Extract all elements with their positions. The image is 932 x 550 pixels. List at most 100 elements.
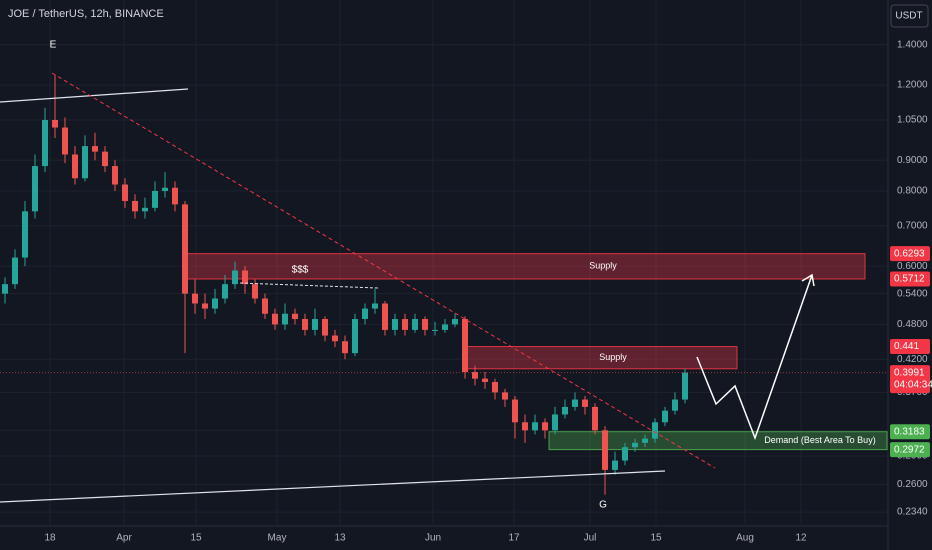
candle-body xyxy=(682,372,688,400)
candle-body xyxy=(462,319,468,373)
candle-body xyxy=(552,414,558,431)
y-tick-label: 0.4800 xyxy=(897,319,928,330)
zone-label: Demand (Best Area To Buy) xyxy=(764,435,875,445)
chart-title: JOE / TetherUS, 12h, BINANCE xyxy=(8,8,164,20)
candle-body xyxy=(82,146,88,179)
candle-body xyxy=(662,410,668,423)
candle-body xyxy=(202,303,208,309)
candle-body xyxy=(582,399,588,407)
trend-line xyxy=(0,470,666,503)
candle-body xyxy=(562,406,568,415)
candle-body xyxy=(292,313,298,320)
candle-body xyxy=(172,187,178,205)
candle-body xyxy=(312,319,318,330)
candle-body xyxy=(502,392,508,400)
y-tick-label: 0.6000 xyxy=(897,261,928,272)
candle-body xyxy=(442,324,448,330)
candle-body xyxy=(212,298,218,309)
candle-body xyxy=(242,270,248,285)
candle-body xyxy=(672,399,678,411)
zone xyxy=(182,253,866,280)
candle-body xyxy=(262,298,268,314)
candle-body xyxy=(162,187,168,191)
x-tick-label: Apr xyxy=(116,533,132,544)
candle-body xyxy=(402,319,408,330)
zone-label: Supply xyxy=(589,261,617,271)
currency-box xyxy=(890,4,929,28)
zones xyxy=(182,253,888,451)
price-label-box xyxy=(890,424,930,440)
candle-body xyxy=(432,329,438,331)
x-tick-label: Jun xyxy=(425,533,441,544)
candle-body xyxy=(282,313,288,325)
zone-label: Supply xyxy=(599,352,627,362)
candle-body xyxy=(112,166,118,185)
candle-body xyxy=(542,422,548,431)
price-label: 0.2972 xyxy=(894,444,925,455)
candle-body xyxy=(422,319,428,330)
candle-body xyxy=(102,151,108,167)
candle-body xyxy=(652,422,658,439)
candle-body xyxy=(52,119,58,128)
y-tick-label: 0.7000 xyxy=(897,220,928,231)
candle-body xyxy=(352,319,358,354)
price-axis: 1.4000 1.2000 1.0500 0.9000 0.8000 0.7000 0.60… xyxy=(890,39,932,518)
candle-body xyxy=(232,270,238,285)
price-label-box xyxy=(890,339,930,355)
y-tick-label: 0.2340 xyxy=(897,507,928,518)
candle-body xyxy=(482,378,488,383)
candle-body xyxy=(532,422,538,431)
candle-body xyxy=(392,319,398,330)
candle-body xyxy=(192,293,198,304)
candle-body xyxy=(492,382,498,393)
candle-body xyxy=(632,442,638,448)
candle-body xyxy=(302,319,308,330)
annotation: E xyxy=(50,40,57,51)
price-label-box xyxy=(890,246,930,262)
price-label-box xyxy=(890,365,930,394)
candle-body xyxy=(382,303,388,330)
x-tick-label: 12 xyxy=(795,533,807,544)
arrow-head xyxy=(801,273,815,287)
price-label: 0.3991 xyxy=(894,367,925,378)
y-tick-label: 1.0500 xyxy=(897,115,928,126)
candle-body xyxy=(12,257,18,285)
annotation: G xyxy=(599,500,607,511)
liquidity-line xyxy=(239,282,379,289)
candle-body xyxy=(612,460,618,470)
candle-body xyxy=(252,284,258,299)
candle-body xyxy=(592,406,598,431)
x-tick-label: 13 xyxy=(334,533,346,544)
candle-body xyxy=(572,399,578,407)
price-label: 0.441 xyxy=(894,341,919,352)
y-tick-label: 1.2000 xyxy=(897,80,928,91)
grid xyxy=(0,0,888,525)
price-label: 0.3183 xyxy=(894,426,925,437)
trend-line xyxy=(0,88,189,103)
price-label: 0.6293 xyxy=(894,248,925,259)
candle-body xyxy=(22,211,28,258)
candle-body xyxy=(452,319,458,325)
candle-body xyxy=(132,200,138,212)
y-tick-label: 1.4000 xyxy=(897,39,928,50)
candle-body xyxy=(62,127,68,155)
candle-body xyxy=(122,184,128,201)
candle-body xyxy=(152,190,158,208)
price-label-box xyxy=(890,271,930,287)
candle-body xyxy=(222,284,228,299)
countdown: 04:04:34 xyxy=(894,379,932,390)
x-tick-label: Jul xyxy=(584,533,597,544)
x-tick-label: 15 xyxy=(190,533,202,544)
projection-path xyxy=(696,274,813,441)
y-tick-label: 0.4200 xyxy=(897,354,928,365)
x-tick-label: May xyxy=(268,533,287,544)
candle-body xyxy=(512,399,518,423)
currency-label: USDT xyxy=(895,11,922,22)
x-tick-label: 17 xyxy=(508,533,520,544)
candle-body xyxy=(622,447,628,461)
annotations: Supply Supply Demand (Best Area To Buy) E $$… xyxy=(50,40,876,511)
y-tick-label: 0.8000 xyxy=(897,186,928,197)
candle-body xyxy=(2,284,8,294)
